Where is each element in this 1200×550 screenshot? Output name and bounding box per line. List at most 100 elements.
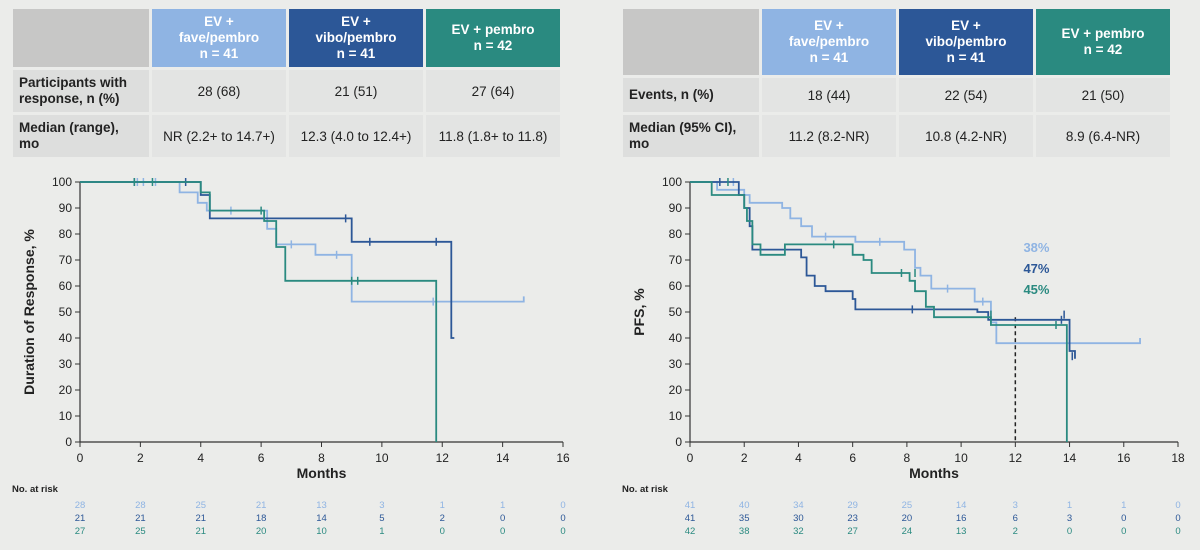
pfs-summary-table: EV + fave/pembro n = 41 EV + vibo/pembro… [620, 6, 1173, 160]
risk-count-vibo: 16 [956, 513, 967, 524]
risk-count-fave: 1 [1067, 500, 1072, 511]
x-axis-title: Months [297, 465, 347, 481]
table-row: Events, n (%) 18 (44) 22 (54) 21 (50) [623, 78, 1170, 112]
risk-count-fave: 1 [500, 500, 505, 511]
risk-count-vibo: 3 [1067, 513, 1072, 524]
y-tick-label: 20 [669, 383, 683, 397]
risk-count-pembro: 13 [956, 526, 967, 537]
y-tick-label: 80 [59, 227, 73, 241]
risk-count-fave: 25 [195, 500, 206, 511]
risk-count-vibo: 23 [847, 513, 858, 524]
x-tick-label: 2 [741, 451, 748, 465]
row-label: Median (95% CI), mo [623, 115, 759, 157]
risk-count-fave: 28 [135, 500, 146, 511]
risk-count-vibo: 0 [1175, 513, 1180, 524]
y-tick-label: 60 [669, 279, 683, 293]
y-tick-label: 40 [59, 331, 73, 345]
risk-count-pembro: 27 [847, 526, 858, 537]
risk-count-pembro: 0 [1067, 526, 1072, 537]
risk-count-fave: 0 [1175, 500, 1180, 511]
risk-count-pembro: 20 [256, 526, 267, 537]
x-tick-label: 16 [1117, 451, 1131, 465]
y-tick-label: 90 [669, 201, 683, 215]
km-curve-pembro [80, 181, 438, 442]
risk-count-vibo: 0 [1121, 513, 1126, 524]
risk-count-pembro: 1 [379, 526, 384, 537]
table-cell: 11.2 (8.2-NR) [762, 115, 896, 157]
x-tick-label: 10 [954, 451, 968, 465]
table-cell: 12.3 (4.0 to 12.4+) [289, 115, 423, 157]
km-curve-fave [80, 181, 525, 303]
risk-count-pembro: 2 [1013, 526, 1018, 537]
km-curve-pembro [690, 181, 1068, 442]
y-tick-label: 20 [59, 383, 73, 397]
y-tick-label: 40 [669, 331, 683, 345]
x-tick-label: 8 [904, 451, 911, 465]
risk-count-vibo: 0 [560, 513, 565, 524]
risk-count-fave: 21 [256, 500, 267, 511]
y-tick-label: 80 [669, 227, 683, 241]
x-tick-label: 4 [795, 451, 802, 465]
y-tick-label: 30 [59, 357, 73, 371]
table-cell: 27 (64) [426, 70, 560, 112]
risk-count-vibo: 35 [739, 513, 750, 524]
risk-count-vibo: 20 [902, 513, 913, 524]
risk-count-fave: 41 [685, 500, 696, 511]
risk-count-pembro: 25 [135, 526, 146, 537]
risk-count-pembro: 38 [739, 526, 750, 537]
col-header-vibo: EV + vibo/pembro n = 41 [899, 9, 1033, 75]
risk-count-pembro: 27 [75, 526, 86, 537]
risk-count-pembro: 0 [560, 526, 565, 537]
x-tick-label: 14 [1063, 451, 1077, 465]
risk-count-pembro: 0 [440, 526, 445, 537]
x-axis-title: Months [909, 465, 959, 481]
y-tick-label: 0 [65, 435, 72, 449]
x-tick-label: 18 [1171, 451, 1185, 465]
table-cell: 21 (50) [1036, 78, 1170, 112]
x-tick-label: 0 [687, 451, 694, 465]
risk-count-vibo: 18 [256, 513, 267, 524]
row-label: Median (range), mo [13, 115, 149, 157]
x-tick-label: 6 [258, 451, 265, 465]
y-tick-label: 100 [52, 175, 72, 189]
risk-count-vibo: 21 [195, 513, 206, 524]
risk-count-fave: 3 [1013, 500, 1018, 511]
risk-count-vibo: 0 [500, 513, 505, 524]
x-tick-label: 6 [849, 451, 856, 465]
table-cell: 22 (54) [899, 78, 1033, 112]
risk-count-fave: 0 [560, 500, 565, 511]
dor-summary-table: EV + fave/pembro n = 41 EV + vibo/pembro… [10, 6, 563, 160]
dor-panel: EV + fave/pembro n = 41 EV + vibo/pembro… [0, 0, 580, 550]
table-cell: 18 (44) [762, 78, 896, 112]
landmark-label-vibo: 47% [1023, 261, 1049, 276]
risk-table-title: No. at risk [12, 484, 59, 495]
table-corner [623, 9, 759, 75]
x-tick-label: 4 [197, 451, 204, 465]
landmark-label-pembro: 45% [1023, 282, 1049, 297]
y-tick-label: 70 [59, 253, 73, 267]
table-cell: 10.8 (4.2-NR) [899, 115, 1033, 157]
x-tick-label: 16 [556, 451, 570, 465]
table-row: Median (95% CI), mo 11.2 (8.2-NR) 10.8 (4… [623, 115, 1170, 157]
risk-count-pembro: 24 [902, 526, 913, 537]
risk-count-fave: 28 [75, 500, 86, 511]
risk-count-vibo: 41 [685, 513, 696, 524]
risk-count-pembro: 0 [1121, 526, 1126, 537]
risk-count-vibo: 21 [135, 513, 146, 524]
km-curve-vibo [80, 181, 455, 339]
y-tick-label: 30 [669, 357, 683, 371]
x-tick-label: 12 [436, 451, 450, 465]
y-axis-title: PFS, % [631, 288, 647, 336]
table-cell: 8.9 (6.4-NR) [1036, 115, 1170, 157]
table-cell: 21 (51) [289, 70, 423, 112]
risk-count-fave: 40 [739, 500, 750, 511]
risk-count-fave: 14 [956, 500, 967, 511]
y-tick-label: 50 [59, 305, 73, 319]
risk-count-pembro: 21 [195, 526, 206, 537]
risk-count-pembro: 0 [500, 526, 505, 537]
risk-count-fave: 13 [316, 500, 327, 511]
col-header-pembro: EV + pembro n = 42 [1036, 9, 1170, 75]
y-tick-label: 100 [662, 175, 682, 189]
